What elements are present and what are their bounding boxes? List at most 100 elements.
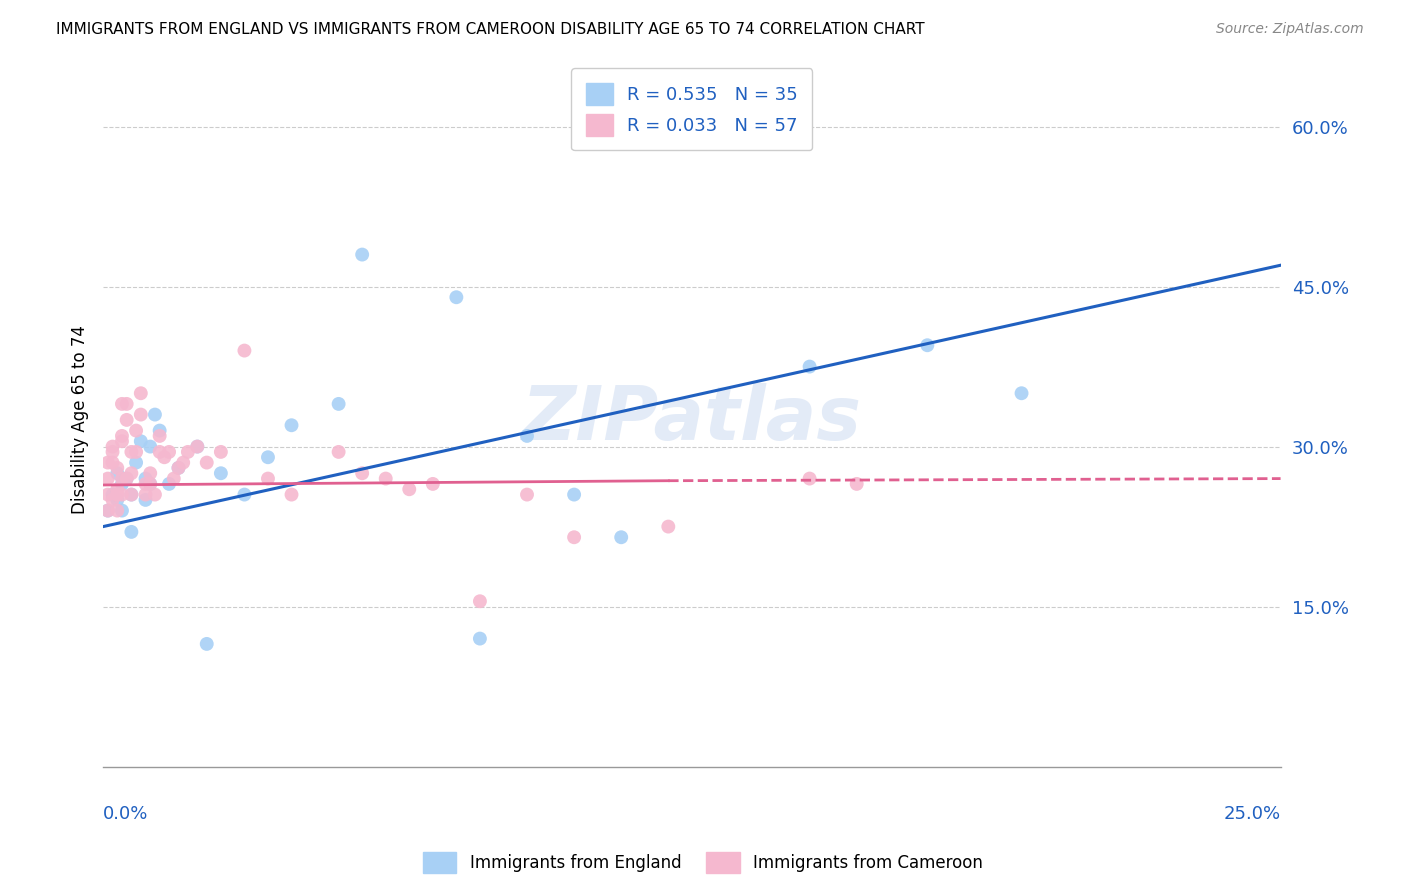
Point bbox=[120, 487, 142, 501]
Point bbox=[111, 429, 134, 443]
Point bbox=[105, 487, 128, 501]
Point bbox=[115, 397, 138, 411]
Point bbox=[101, 492, 124, 507]
Point bbox=[468, 594, 491, 608]
Point bbox=[105, 492, 128, 507]
Point bbox=[134, 472, 156, 486]
Point bbox=[129, 434, 152, 449]
Point bbox=[143, 487, 166, 501]
Point bbox=[172, 456, 194, 470]
Point bbox=[328, 397, 350, 411]
Point bbox=[111, 487, 134, 501]
Point bbox=[186, 440, 208, 454]
Point bbox=[101, 440, 124, 454]
Point bbox=[97, 472, 120, 486]
Point bbox=[115, 413, 138, 427]
Point bbox=[446, 290, 468, 304]
Point bbox=[374, 472, 396, 486]
Point bbox=[352, 467, 374, 481]
Point bbox=[105, 482, 128, 496]
Point bbox=[1011, 386, 1033, 401]
Point bbox=[233, 343, 256, 358]
Point bbox=[398, 482, 420, 496]
Point bbox=[422, 477, 444, 491]
Point bbox=[105, 467, 128, 481]
Point bbox=[209, 445, 232, 459]
Point bbox=[111, 434, 134, 449]
Point bbox=[101, 487, 124, 501]
Point bbox=[139, 477, 162, 491]
Point bbox=[120, 524, 142, 539]
Text: Source: ZipAtlas.com: Source: ZipAtlas.com bbox=[1216, 22, 1364, 37]
Point bbox=[134, 487, 156, 501]
Point bbox=[149, 424, 172, 438]
Point bbox=[562, 487, 585, 501]
Point bbox=[562, 530, 585, 544]
Point bbox=[195, 637, 218, 651]
Point bbox=[157, 477, 180, 491]
Point bbox=[111, 477, 134, 491]
Point bbox=[468, 632, 491, 646]
Point bbox=[233, 487, 256, 501]
Text: ZIPatlas: ZIPatlas bbox=[522, 384, 862, 457]
Point bbox=[177, 445, 200, 459]
Point bbox=[195, 456, 218, 470]
Point bbox=[163, 472, 186, 486]
Point bbox=[167, 461, 190, 475]
Point bbox=[516, 487, 538, 501]
Point bbox=[97, 503, 120, 517]
Y-axis label: Disability Age 65 to 74: Disability Age 65 to 74 bbox=[72, 326, 89, 515]
Point bbox=[657, 519, 679, 533]
Point bbox=[143, 408, 166, 422]
Point bbox=[167, 461, 190, 475]
Point bbox=[280, 487, 302, 501]
Point bbox=[799, 472, 821, 486]
Point bbox=[209, 467, 232, 481]
Point bbox=[134, 492, 156, 507]
Point bbox=[129, 408, 152, 422]
Point bbox=[97, 456, 120, 470]
Text: IMMIGRANTS FROM ENGLAND VS IMMIGRANTS FROM CAMEROON DISABILITY AGE 65 TO 74 CORR: IMMIGRANTS FROM ENGLAND VS IMMIGRANTS FR… bbox=[56, 22, 925, 37]
Point bbox=[129, 386, 152, 401]
Point bbox=[139, 467, 162, 481]
Text: 0.0%: 0.0% bbox=[103, 805, 149, 823]
Point bbox=[115, 472, 138, 486]
Point bbox=[153, 450, 176, 465]
Point bbox=[105, 461, 128, 475]
Point bbox=[125, 445, 148, 459]
Point bbox=[917, 338, 939, 352]
Point bbox=[352, 247, 374, 261]
Point bbox=[101, 445, 124, 459]
Point bbox=[97, 503, 120, 517]
Point bbox=[101, 456, 124, 470]
Point bbox=[134, 477, 156, 491]
Legend: R = 0.535   N = 35, R = 0.033   N = 57: R = 0.535 N = 35, R = 0.033 N = 57 bbox=[571, 69, 813, 151]
Point bbox=[328, 445, 350, 459]
Point bbox=[845, 477, 868, 491]
Point bbox=[115, 472, 138, 486]
Point bbox=[610, 530, 633, 544]
Point bbox=[139, 477, 162, 491]
Point bbox=[280, 418, 302, 433]
Point bbox=[105, 503, 128, 517]
Point bbox=[257, 472, 280, 486]
Point bbox=[157, 445, 180, 459]
Point bbox=[799, 359, 821, 374]
Point bbox=[120, 467, 142, 481]
Point bbox=[149, 445, 172, 459]
Legend: Immigrants from England, Immigrants from Cameroon: Immigrants from England, Immigrants from… bbox=[416, 846, 990, 880]
Point bbox=[257, 450, 280, 465]
Point bbox=[111, 472, 134, 486]
Point bbox=[97, 487, 120, 501]
Point bbox=[125, 456, 148, 470]
Point bbox=[186, 440, 208, 454]
Text: 25.0%: 25.0% bbox=[1223, 805, 1281, 823]
Point bbox=[125, 424, 148, 438]
Point bbox=[120, 487, 142, 501]
Point bbox=[111, 503, 134, 517]
Point bbox=[139, 440, 162, 454]
Point bbox=[516, 429, 538, 443]
Point bbox=[149, 429, 172, 443]
Point bbox=[111, 397, 134, 411]
Point bbox=[120, 445, 142, 459]
